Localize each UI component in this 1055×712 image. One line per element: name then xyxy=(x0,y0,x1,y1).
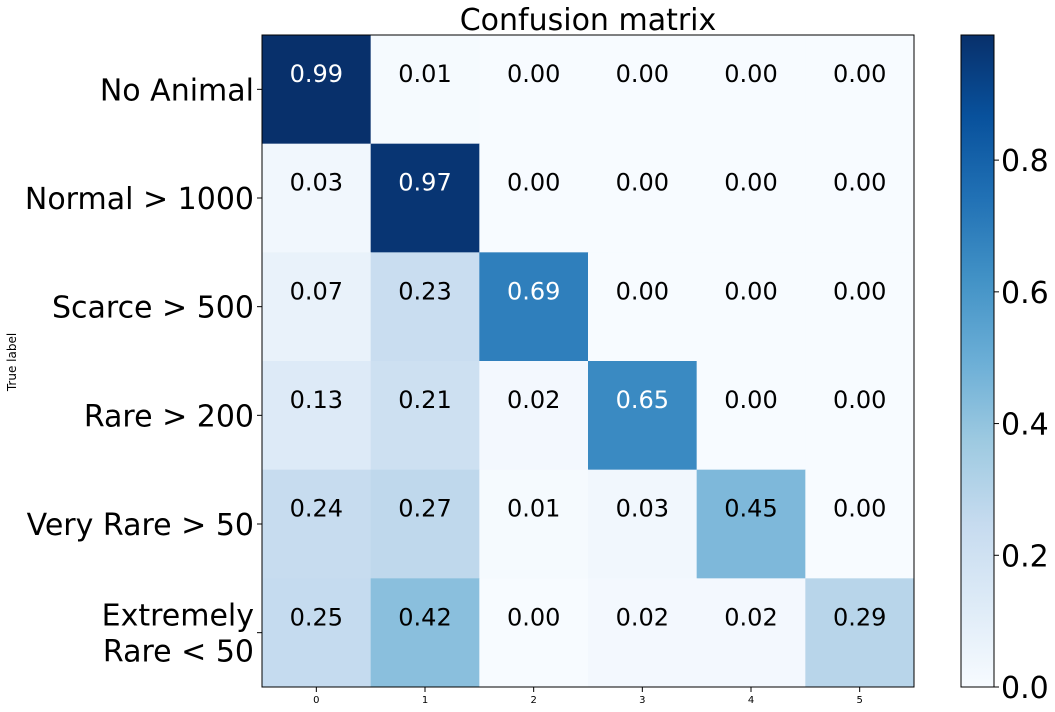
column-tick-label: 0 xyxy=(313,695,319,706)
heatmap-cell xyxy=(262,469,372,579)
cell-value-label: 0.21 xyxy=(398,386,451,414)
heatmap-cell xyxy=(805,143,915,253)
colorbar-tick-label: 0.4 xyxy=(1001,408,1049,443)
heatmap-cell xyxy=(262,578,372,688)
heatmap-cells: 0.99 0.01 0.00 0.00 0.00 0.00 0.03 0.97 0.00 0.00… xyxy=(262,35,915,688)
column-tick-label: 4 xyxy=(748,695,754,706)
heatmap-cell xyxy=(805,35,915,145)
heatmap-cell xyxy=(588,252,698,362)
cell-value-label: 0.00 xyxy=(833,277,886,305)
heatmap-cell xyxy=(588,578,698,688)
heatmap-cell xyxy=(370,252,480,362)
colorbar xyxy=(960,34,995,688)
heatmap-cell xyxy=(479,361,589,471)
cell-value-label: 0.24 xyxy=(290,495,343,523)
cell-value-label: 0.00 xyxy=(724,169,777,197)
cell-value-label: 0.00 xyxy=(507,60,560,88)
row-tick-label: No Animal xyxy=(100,73,254,108)
row-tick-label: Extremely Rare < 50 xyxy=(102,599,254,670)
cell-value-label: 0.13 xyxy=(290,386,343,414)
colorbar-tick-labels: 0.0 0.2 0.4 0.6 0.8 xyxy=(994,144,1049,706)
cell-value-label: 0.99 xyxy=(290,60,343,88)
cell-value-label: 0.45 xyxy=(724,495,777,523)
heatmap-cell xyxy=(479,578,589,688)
heatmap-cell xyxy=(479,143,589,253)
cell-value-label: 0.23 xyxy=(398,277,451,305)
colorbar-tick-label: 0.6 xyxy=(1001,276,1049,311)
heatmap-cell xyxy=(696,252,806,362)
cell-value-label: 0.03 xyxy=(616,495,669,523)
cell-value-label: 0.00 xyxy=(507,603,560,631)
heatmap-cell xyxy=(262,35,372,145)
cell-value-label: 0.03 xyxy=(290,169,343,197)
row-tick-labels: No Animal Normal > 1000 Scarce > 500 Rare >… xyxy=(25,73,262,670)
heatmap-cell xyxy=(696,578,806,688)
cell-value-label: 0.00 xyxy=(507,169,560,197)
cell-value-label: 0.69 xyxy=(507,277,560,305)
cell-value-label: 0.97 xyxy=(398,169,451,197)
column-tick-labels: 0 1 2 3 4 5 xyxy=(313,687,863,706)
column-tick-label: 2 xyxy=(530,695,536,706)
cell-value-label: 0.00 xyxy=(833,60,886,88)
cell-value-label: 0.65 xyxy=(616,386,669,414)
heatmap-cell xyxy=(696,35,806,145)
heatmap-cell xyxy=(696,469,806,579)
heatmap-cell xyxy=(588,35,698,145)
heatmap-cell xyxy=(696,361,806,471)
heatmap-cell xyxy=(588,143,698,253)
cell-value-label: 0.00 xyxy=(724,60,777,88)
cell-value-label: 0.00 xyxy=(616,60,669,88)
cell-value-label: 0.27 xyxy=(398,495,451,523)
column-tick-label: 5 xyxy=(856,695,862,706)
heatmap-cell xyxy=(696,143,806,253)
cell-value-label: 0.29 xyxy=(833,603,886,631)
cell-value-label: 0.02 xyxy=(507,386,560,414)
heatmap-cell xyxy=(805,578,915,688)
cell-value-label: 0.00 xyxy=(616,277,669,305)
heatmap-cell xyxy=(479,35,589,145)
heatmap-cell xyxy=(370,143,480,253)
heatmap-cell xyxy=(262,361,372,471)
heatmap-cell xyxy=(805,252,915,362)
heatmap-cell xyxy=(805,469,915,579)
cell-value-label: 0.02 xyxy=(616,603,669,631)
column-tick-label: 3 xyxy=(639,695,645,706)
cell-value-label: 0.00 xyxy=(833,495,886,523)
cell-value-label: 0.00 xyxy=(833,169,886,197)
cell-value-label: 0.00 xyxy=(724,277,777,305)
cell-value-label: 0.02 xyxy=(724,603,777,631)
heatmap-cell xyxy=(370,35,480,145)
heatmap-cell xyxy=(370,469,480,579)
y-axis-label: True label xyxy=(5,333,19,392)
heatmap-cell xyxy=(588,469,698,579)
cell-value-label: 0.07 xyxy=(290,277,343,305)
heatmap-cell xyxy=(262,143,372,253)
heatmap-cell xyxy=(479,252,589,362)
heatmap-cell xyxy=(370,578,480,688)
cell-value-label: 0.01 xyxy=(507,495,560,523)
cell-value-label: 0.25 xyxy=(290,603,343,631)
cell-value-label: 0.00 xyxy=(616,169,669,197)
plot-frame xyxy=(261,34,915,688)
heatmap-cell xyxy=(805,361,915,471)
chart-title: Confusion matrix xyxy=(460,3,717,38)
row-tick-label: Rare > 200 xyxy=(84,399,254,434)
heatmap-cell xyxy=(370,361,480,471)
cell-value-label: 0.00 xyxy=(833,386,886,414)
colorbar-tick-label: 0.0 xyxy=(1001,671,1049,706)
heatmap-cell xyxy=(262,252,372,362)
row-tick-label: Normal > 1000 xyxy=(25,182,254,217)
cell-value-label: 0.00 xyxy=(724,386,777,414)
cell-value-label: 0.42 xyxy=(398,603,451,631)
colorbar-tick-label: 0.2 xyxy=(1001,539,1049,574)
heatmap-cell xyxy=(479,469,589,579)
colorbar-tick-label: 0.8 xyxy=(1001,144,1049,179)
row-tick-label: Scarce > 500 xyxy=(52,291,254,326)
cell-value-label: 0.01 xyxy=(398,60,451,88)
heatmap-cell xyxy=(588,361,698,471)
column-tick-label: 1 xyxy=(422,695,428,706)
row-tick-label: Very Rare > 50 xyxy=(27,508,254,543)
